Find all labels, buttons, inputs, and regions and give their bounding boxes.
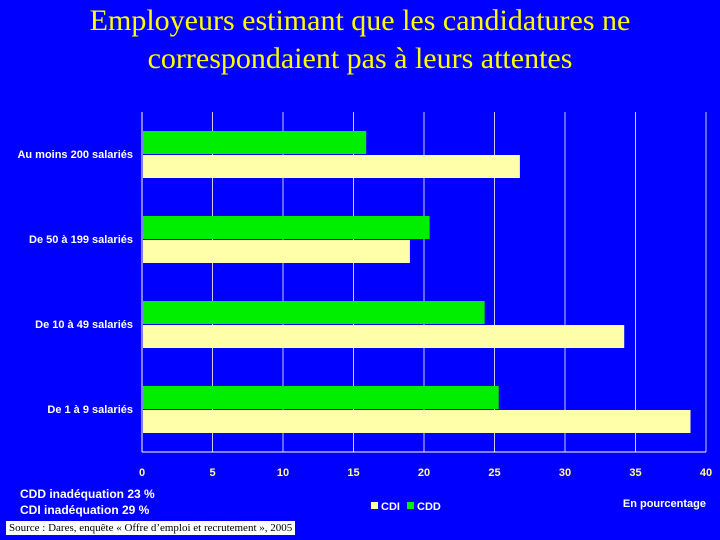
legend-label-cdi: CDI: [381, 501, 400, 513]
category-label: De 10 à 49 salariés: [35, 319, 133, 331]
x-tick-label: 40: [700, 467, 712, 479]
x-axis-label: En pourcentage: [623, 498, 706, 510]
x-tick-label: 30: [559, 467, 571, 479]
note-cdd: CDD inadéquation 23 %: [20, 487, 155, 501]
note-cdi: CDI inadéquation 29 %: [20, 503, 150, 517]
legend: CDI CDD: [371, 501, 441, 513]
bars: [143, 131, 691, 433]
bar-cdd-0: [143, 131, 367, 154]
x-tick-label: 5: [209, 467, 215, 479]
chart-title: Employeurs estimant que les candidatures…: [89, 4, 631, 75]
category-label: Au moins 200 salariés: [17, 149, 133, 161]
bar-cdi-0: [143, 155, 520, 178]
category-label: De 50 à 199 salariés: [29, 234, 133, 246]
legend-swatch-cdd: [407, 502, 414, 509]
bar-cdd-1: [143, 216, 430, 239]
bar-cdi-2: [143, 325, 625, 348]
x-tick-label: 0: [139, 467, 145, 479]
legend-label-cdd: CDD: [417, 501, 441, 513]
bar-cdi-1: [143, 240, 410, 263]
category-label: De 1 à 9 salariés: [47, 404, 133, 416]
legend-swatch-cdi: [371, 502, 378, 509]
x-tick-labels: 0 5 10 15 20 25 30 35 40: [139, 467, 712, 479]
x-tick-label: 35: [629, 467, 641, 479]
x-tick-label: 25: [488, 467, 500, 479]
bar-cdi-3: [143, 410, 691, 433]
category-labels: Au moins 200 salariés De 50 à 199 salarié…: [17, 149, 133, 416]
bar-cdd-2: [143, 301, 485, 324]
x-tick-label: 10: [277, 467, 289, 479]
bar-cdd-3: [143, 386, 499, 409]
x-tick-label: 15: [347, 467, 359, 479]
source-note: Source : Dares, enquête « Offre d’emploi…: [6, 521, 296, 535]
x-tick-label: 20: [418, 467, 430, 479]
